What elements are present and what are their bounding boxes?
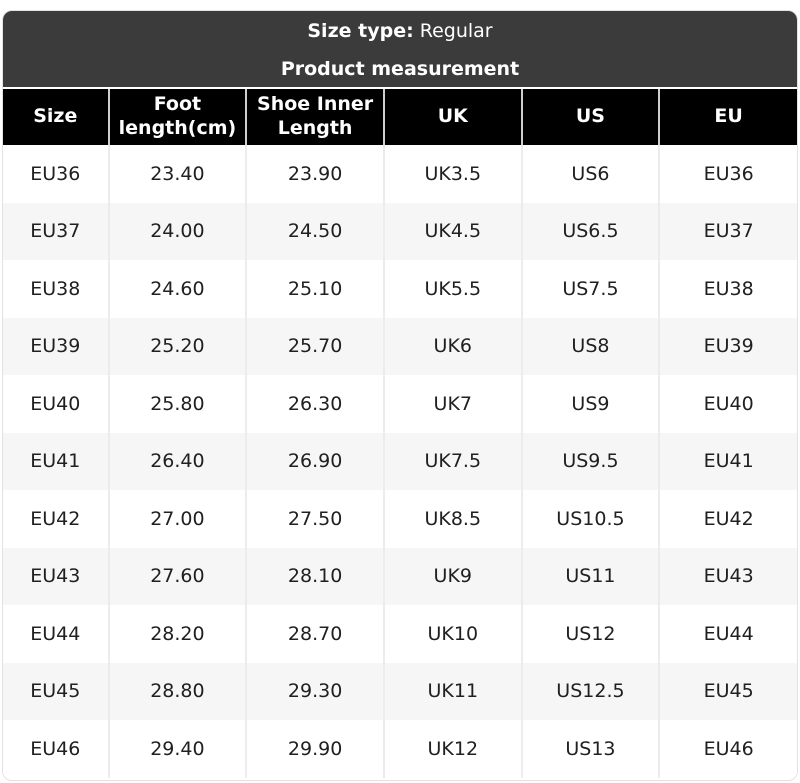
table-cell: UK8.5 (382, 490, 522, 548)
table-cell: EU41 (658, 432, 797, 490)
table-row: EU40 25.80 26.30 UK7 US9 EU40 (3, 375, 797, 433)
column-header-uk: UK (382, 89, 522, 145)
table-row: EU39 25.20 25.70 UK6 US8 EU39 (3, 317, 797, 375)
table-cell: 28.10 (245, 547, 384, 605)
table-row: EU45 28.80 29.30 UK11 US12.5 EU45 (3, 662, 797, 720)
size-type-label: Size type: (307, 20, 414, 42)
table-row: EU43 27.60 28.10 UK9 US11 EU43 (3, 547, 797, 605)
table-cell: 25.80 (107, 375, 247, 433)
table-cell: UK9 (382, 547, 522, 605)
size-chart-card: Size type: Regular Product measurement S… (2, 10, 798, 781)
table-cell: EU39 (30, 335, 81, 358)
table-row: EU36 23.40 23.90 UK3.5 US6 EU36 (3, 145, 797, 203)
table-cell: EU42 (658, 490, 797, 548)
size-type-line: Size type: Regular (3, 19, 797, 43)
table-cell: EU38 (658, 260, 797, 318)
table-row: EU41 26.40 26.90 UK7.5 US9.5 EU41 (3, 432, 797, 490)
table-cell: EU38 (30, 277, 81, 300)
size-type-value: Regular (419, 20, 493, 42)
table-header-row: Size Foot length(cm) Shoe Inner Length U… (3, 89, 797, 145)
table-row: EU44 28.20 28.70 UK10 US12 EU44 (3, 605, 797, 663)
table-cell: EU40 (30, 392, 81, 415)
table-cell: 24.60 (107, 260, 247, 318)
table-cell: 23.40 (107, 145, 247, 203)
table-cell: 25.70 (245, 317, 384, 375)
table-cell: EU37 (658, 202, 797, 260)
size-table-body: EU36 23.40 23.90 UK3.5 US6 EU36 EU37 24.00 24.50… (3, 145, 797, 778)
table-cell: EU45 (30, 680, 81, 703)
table-cell: EU36 (30, 162, 81, 185)
table-cell: 28.70 (245, 605, 384, 663)
column-header-size: Size (3, 89, 109, 145)
table-cell: UK7.5 (382, 432, 522, 490)
column-header-shoe-inner-length: Shoe Inner Length (245, 89, 384, 145)
table-cell: 23.90 (245, 145, 384, 203)
table-cell: 29.40 (107, 720, 247, 778)
table-cell: EU45 (658, 662, 797, 720)
table-cell: EU41 (30, 450, 81, 473)
table-cell: 27.50 (245, 490, 384, 548)
table-cell: 24.00 (107, 202, 247, 260)
table-cell: 28.20 (107, 605, 247, 663)
column-header-us: US (520, 89, 660, 145)
table-cell: 26.40 (107, 432, 247, 490)
table-cell: EU46 (658, 720, 797, 778)
table-cell: 25.10 (245, 260, 384, 318)
table-cell: 26.30 (245, 375, 384, 433)
table-cell: UK11 (382, 662, 522, 720)
table-cell: 29.90 (245, 720, 384, 778)
table-cell: 25.20 (107, 317, 247, 375)
table-cell: 28.80 (107, 662, 247, 720)
table-cell: EU37 (30, 220, 81, 243)
table-cell: EU44 (658, 605, 797, 663)
table-cell: UK3.5 (382, 145, 522, 203)
table-cell: US6 (520, 145, 660, 203)
table-cell: 27.00 (107, 490, 247, 548)
title-band: Size type: Regular Product measurement (3, 11, 797, 89)
table-cell: 26.90 (245, 432, 384, 490)
table-cell: US6.5 (520, 202, 660, 260)
table-cell: EU44 (30, 622, 81, 645)
table-cell: EU40 (658, 375, 797, 433)
column-header-foot-length: Foot length(cm) (107, 89, 247, 145)
table-cell: 24.50 (245, 202, 384, 260)
table-cell: EU36 (658, 145, 797, 203)
table-row: EU46 29.40 29.90 UK12 US13 EU46 (3, 720, 797, 778)
table-cell: UK5.5 (382, 260, 522, 318)
table-cell: UK4.5 (382, 202, 522, 260)
table-cell: US13 (520, 720, 660, 778)
table-cell: EU43 (30, 565, 81, 588)
column-header-eu: EU (658, 89, 797, 145)
table-cell: EU46 (30, 737, 81, 760)
table-cell: US12 (520, 605, 660, 663)
table-cell: UK7 (382, 375, 522, 433)
table-cell: EU43 (658, 547, 797, 605)
table-cell: EU42 (30, 507, 81, 530)
table-cell: UK10 (382, 605, 522, 663)
table-row: EU38 24.60 25.10 UK5.5 US7.5 EU38 (3, 260, 797, 318)
table-cell: US9 (520, 375, 660, 433)
table-cell: 27.60 (107, 547, 247, 605)
table-cell: UK12 (382, 720, 522, 778)
table-cell: US11 (520, 547, 660, 605)
table-cell: US10.5 (520, 490, 660, 548)
table-row: EU42 27.00 27.50 UK8.5 US10.5 EU42 (3, 490, 797, 548)
table-cell: US12.5 (520, 662, 660, 720)
table-cell: UK6 (382, 317, 522, 375)
table-cell: 29.30 (245, 662, 384, 720)
table-cell: US9.5 (520, 432, 660, 490)
table-cell: US7.5 (520, 260, 660, 318)
table-cell: EU39 (658, 317, 797, 375)
product-measurement-title: Product measurement (280, 58, 520, 80)
table-row: EU37 24.00 24.50 UK4.5 US6.5 EU37 (3, 202, 797, 260)
size-chart-table: Size Foot length(cm) Shoe Inner Length U… (3, 89, 797, 778)
table-cell: US8 (520, 317, 660, 375)
